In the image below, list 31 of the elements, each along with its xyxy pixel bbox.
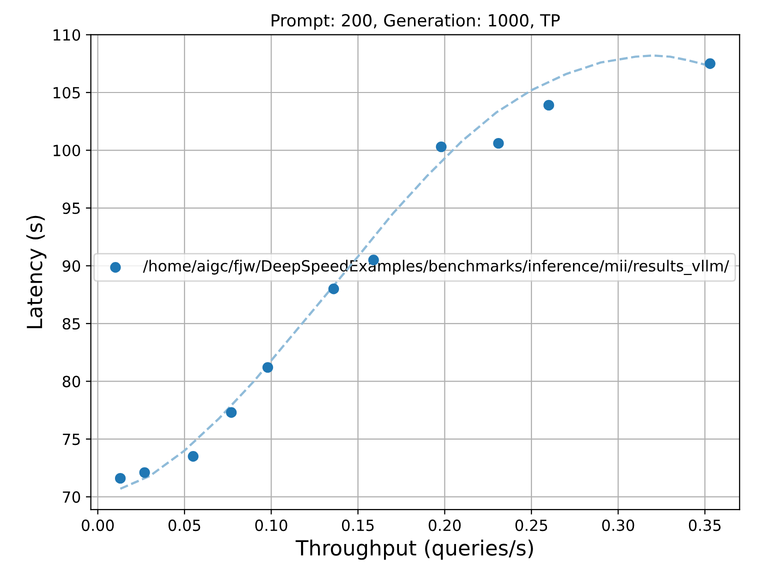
x-tick-label: 0.20: [428, 520, 461, 532]
x-tick-label: 0.30: [602, 520, 634, 532]
x-tick-label: 0.35: [688, 520, 721, 532]
x-tick-label: 0.00: [82, 520, 114, 532]
x-tick-label: 0.05: [168, 520, 200, 532]
legend-label: /home/aigc/fjw/DeepSpeedExamples/benchmarks/inference/mii/results_vllm/: [142, 260, 730, 275]
point: [114, 472, 126, 484]
y-tick-label: 90: [62, 260, 80, 272]
point: [188, 451, 199, 462]
point: [226, 407, 237, 418]
point: [704, 58, 716, 69]
x-axis-title: Throughput (queries/s): [296, 540, 533, 560]
y-tick-label: 105: [54, 86, 80, 99]
point: [493, 138, 504, 149]
point: [139, 467, 150, 478]
x-tick-label: 0.25: [515, 520, 548, 532]
y-tick-label: 100: [54, 144, 80, 156]
x-tick-label: 0.10: [255, 520, 288, 532]
y-tick-label: 75: [62, 434, 80, 446]
point: [436, 141, 447, 152]
y-tick-label: 85: [62, 318, 80, 330]
y-tick-label: 80: [62, 376, 80, 388]
chart-title: Prompt: 200, Generation: 1000, TP: [272, 14, 560, 30]
x-tick-label: 0.15: [342, 520, 374, 532]
y-tick-label: 110: [54, 29, 80, 41]
point: [328, 284, 340, 294]
y-tick-label: 95: [62, 202, 80, 214]
point: [543, 100, 554, 111]
point: [262, 362, 274, 373]
y-axis-title: Latency (s): [26, 216, 46, 328]
y-tick-label: 70: [62, 491, 80, 503]
